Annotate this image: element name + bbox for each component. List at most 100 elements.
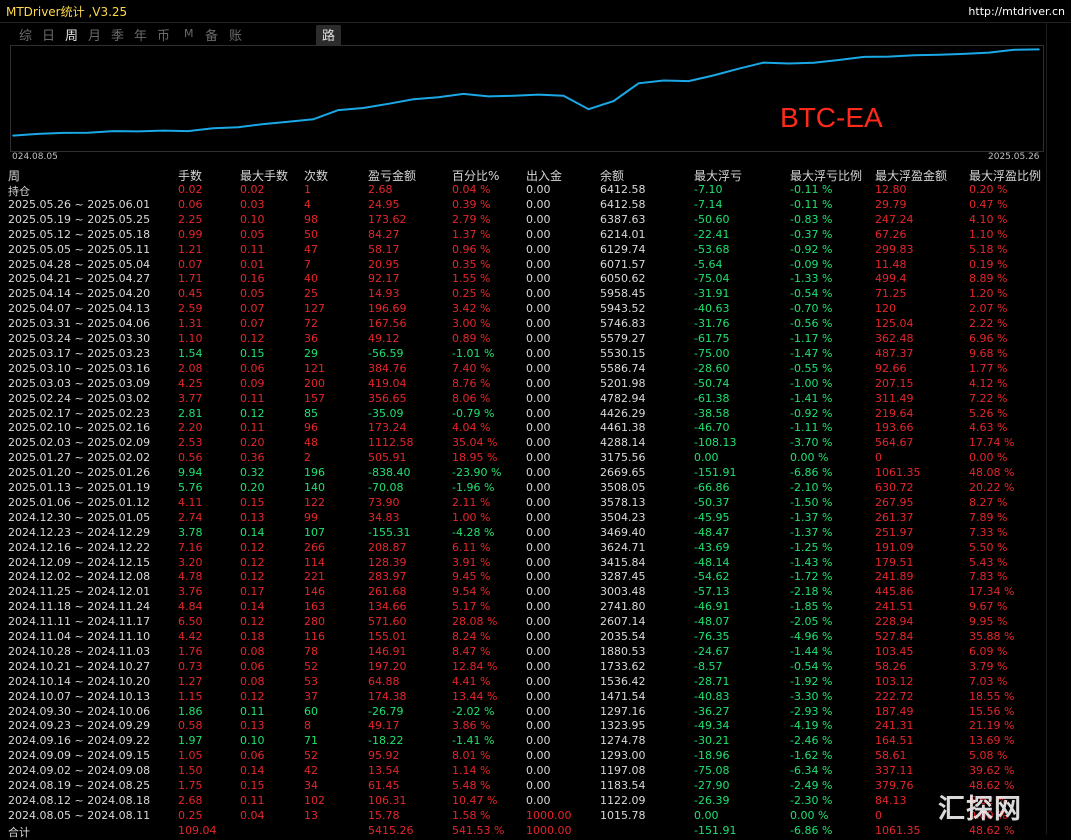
cell-max-lots: 0.06: [240, 659, 265, 673]
cell-max-drawdown: -7.10: [694, 183, 723, 196]
tab-quarter[interactable]: 季: [111, 29, 125, 44]
tab-notes[interactable]: 备: [205, 29, 219, 44]
cell-profit: 64.88: [368, 674, 400, 688]
table-row[interactable]: 2024.09.30 ~ 2024.10.06 1.86 0.11 60 -26.79 -…: [0, 705, 1060, 720]
site-url-link[interactable]: http://mtdriver.cn: [968, 5, 1065, 18]
cell-profit: 34.83: [368, 510, 400, 524]
cell-period: 持仓: [8, 185, 30, 198]
cell-max-floating-profit: 164.51: [875, 734, 914, 748]
table-row[interactable]: 2024.09.02 ~ 2024.09.08 1.50 0.14 42 13.54 1.…: [0, 764, 1060, 779]
table-row[interactable]: 2025.03.24 ~ 2025.03.30 1.10 0.12 36 49.12 0.…: [0, 332, 1060, 347]
table-row[interactable]: 2024.08.19 ~ 2024.08.25 1.75 0.15 34 61.45 5.…: [0, 779, 1060, 794]
tab-magic[interactable]: M: [184, 27, 194, 40]
table-row[interactable]: 2024.11.04 ~ 2024.11.10 4.42 0.18 116 155.01…: [0, 630, 1060, 645]
cell-trades: 98: [304, 212, 318, 226]
cell-deposit: 0.00: [526, 242, 551, 256]
table-row[interactable]: 2024.09.23 ~ 2024.09.29 0.58 0.13 8 49.17 3.8…: [0, 719, 1060, 734]
table-row[interactable]: 2025.03.03 ~ 2025.03.09 4.25 0.09 200 419.04…: [0, 377, 1060, 392]
cell-max-drawdown: -18.96: [694, 749, 730, 763]
table-row[interactable]: 2024.11.11 ~ 2024.11.17 6.50 0.12 280 571.60…: [0, 615, 1060, 630]
table-row[interactable]: 2024.09.16 ~ 2024.09.22 1.97 0.10 71 -18.22 -…: [0, 734, 1060, 749]
table-row[interactable]: 2024.12.09 ~ 2024.12.15 3.20 0.12 114 128.39…: [0, 556, 1060, 571]
table-row[interactable]: 2025.02.10 ~ 2025.02.16 2.20 0.11 96 173.24 4…: [0, 421, 1060, 436]
column-header-max-lots[interactable]: 最大手数: [240, 169, 289, 183]
table-row[interactable]: 2025.04.14 ~ 2025.04.20 0.45 0.05 25 14.93 0.…: [0, 287, 1060, 302]
cell-balance: 1197.08: [600, 764, 646, 778]
tab-year[interactable]: 年: [134, 29, 148, 44]
cell-period: 2025.02.03 ~ 2025.02.09: [8, 436, 151, 450]
cell-max-drawdown: -54.62: [694, 570, 730, 584]
table-row[interactable]: 2024.12.16 ~ 2024.12.22 7.16 0.12 266 208.87…: [0, 541, 1060, 556]
table-row[interactable]: 2025.05.19 ~ 2025.05.25 2.25 0.10 98 173.62 2…: [0, 213, 1060, 228]
table-row[interactable]: 2025.03.10 ~ 2025.03.16 2.08 0.06 121 384.76…: [0, 362, 1060, 377]
tab-currency[interactable]: 币: [157, 29, 171, 44]
table-row[interactable]: 2024.09.09 ~ 2024.09.15 1.05 0.06 52 95.92 8.…: [0, 749, 1060, 764]
column-header-period[interactable]: 周: [8, 169, 21, 183]
open-positions-row[interactable]: 持仓 0.02 0.02 1 2.68 0.04 % 0.00 6412.58 -7.10 -0.…: [0, 183, 1060, 198]
cell-percent: -1.41 %: [452, 734, 495, 748]
table-row[interactable]: 2025.05.12 ~ 2025.05.18 0.99 0.05 50 84.27 1.…: [0, 228, 1060, 243]
table-row[interactable]: 2024.12.02 ~ 2024.12.08 4.78 0.12 221 283.97…: [0, 570, 1060, 585]
table-row[interactable]: 2024.11.18 ~ 2024.11.24 4.84 0.14 163 134.66…: [0, 600, 1060, 615]
cell-trades: 13: [304, 808, 318, 822]
table-row[interactable]: 2025.05.05 ~ 2025.05.11 1.21 0.11 47 58.17 0.…: [0, 243, 1060, 258]
cell-profit: 2.68: [368, 183, 393, 196]
cell-trades: 146: [304, 585, 325, 599]
table-row[interactable]: 2025.01.13 ~ 2025.01.19 5.76 0.20 140 -70.08…: [0, 481, 1060, 496]
table-row[interactable]: 2025.01.06 ~ 2025.01.12 4.11 0.15 122 73.90 2…: [0, 496, 1060, 511]
cell-max-floating-profit-pct: 9.67 %: [969, 600, 1008, 614]
cell-max-drawdown-pct: -3.70 %: [790, 436, 833, 450]
column-header-percent[interactable]: 百分比%: [452, 169, 500, 183]
cell-max-drawdown: -48.47: [694, 525, 730, 539]
column-header-lots[interactable]: 手数: [178, 169, 203, 183]
table-row[interactable]: 2025.04.21 ~ 2025.04.27 1.71 0.16 40 92.17 1.…: [0, 272, 1060, 287]
table-row[interactable]: 2025.02.03 ~ 2025.02.09 2.53 0.20 48 1112.58…: [0, 436, 1060, 451]
table-row[interactable]: 2025.02.24 ~ 2025.03.02 3.77 0.11 157 356.65…: [0, 392, 1060, 407]
table-row[interactable]: 2024.12.30 ~ 2025.01.05 2.74 0.13 99 34.83 1.…: [0, 511, 1060, 526]
table-row[interactable]: 2024.10.21 ~ 2024.10.27 0.73 0.06 52 197.20 1…: [0, 660, 1060, 675]
cell-max-drawdown: -48.07: [694, 615, 730, 629]
column-header-deposit[interactable]: 出入金: [526, 169, 563, 183]
cell-profit: 58.17: [368, 242, 400, 256]
cell-max-floating-profit: 84.13: [875, 793, 907, 807]
cell-percent: 3.42 %: [452, 302, 491, 316]
table-row[interactable]: 2025.02.17 ~ 2025.02.23 2.81 0.12 85 -35.09 -…: [0, 407, 1060, 422]
cell-percent: 1.37 %: [452, 227, 491, 241]
table-row[interactable]: 2024.10.07 ~ 2024.10.13 1.15 0.12 37 174.38 1…: [0, 690, 1060, 705]
table-row[interactable]: 2024.10.14 ~ 2024.10.20 1.27 0.08 53 64.88 4.…: [0, 675, 1060, 690]
column-header-balance[interactable]: 余额: [600, 169, 625, 183]
table-row[interactable]: 2025.03.17 ~ 2025.03.23 1.54 0.15 29 -56.59 -…: [0, 347, 1060, 362]
table-row[interactable]: 2025.05.26 ~ 2025.06.01 0.06 0.03 4 24.95 0.3…: [0, 198, 1060, 213]
cell-percent: 8.47 %: [452, 644, 491, 658]
total-row[interactable]: 合计 109.04 5415.26 541.53 % 1000.00 -151.91 -6.…: [0, 824, 1060, 839]
tab-day[interactable]: 日: [42, 29, 56, 44]
column-header-max-drawdown[interactable]: 最大浮亏: [694, 169, 743, 183]
column-header-max-floating-profit-pct[interactable]: 最大浮盈比例: [969, 169, 1042, 183]
table-row[interactable]: 2025.01.27 ~ 2025.02.02 0.56 0.36 2 505.91 18…: [0, 451, 1060, 466]
cell-profit: 14.93: [368, 287, 400, 301]
cell-balance: 3469.40: [600, 525, 646, 539]
cell-max-drawdown: -40.63: [694, 302, 730, 316]
cell-max-floating-profit-pct: 48.08 %: [969, 466, 1015, 480]
table-row[interactable]: 2024.08.12 ~ 2024.08.18 2.68 0.11 102 106.31…: [0, 794, 1060, 809]
table-row[interactable]: 2024.10.28 ~ 2024.11.03 1.76 0.08 78 146.91 8…: [0, 645, 1060, 660]
table-row[interactable]: 2024.11.25 ~ 2024.12.01 3.76 0.17 146 261.68…: [0, 585, 1060, 600]
tab-week[interactable]: 周: [65, 29, 79, 44]
equity-chart: [10, 45, 1044, 152]
column-header-trades[interactable]: 次数: [304, 169, 329, 183]
table-row[interactable]: 2024.12.23 ~ 2024.12.29 3.78 0.14 107 -155.3…: [0, 526, 1060, 541]
table-row[interactable]: 2025.04.07 ~ 2025.04.13 2.59 0.07 127 196.69…: [0, 302, 1060, 317]
column-header-max-floating-profit[interactable]: 最大浮盈金额: [875, 169, 948, 183]
column-header-max-drawdown-pct[interactable]: 最大浮亏比例: [790, 169, 863, 183]
cell-trades: 4: [304, 197, 311, 211]
cell-max-floating-profit: 251.97: [875, 525, 914, 539]
table-row[interactable]: 2025.04.28 ~ 2025.05.04 0.07 0.01 7 20.95 0.3…: [0, 258, 1060, 273]
cell-period: 2025.04.28 ~ 2025.05.04: [8, 257, 151, 271]
table-row[interactable]: 2024.08.05 ~ 2024.08.11 0.25 0.04 13 15.78 1.…: [0, 809, 1060, 824]
table-row[interactable]: 2025.01.20 ~ 2025.01.26 9.94 0.32 196 -838.4…: [0, 466, 1060, 481]
cell-lots: 1.71: [178, 272, 203, 286]
tab-overview[interactable]: 综: [19, 29, 33, 44]
tab-month[interactable]: 月: [88, 29, 102, 44]
column-header-profit[interactable]: 盈亏金额: [368, 169, 417, 183]
table-row[interactable]: 2025.03.31 ~ 2025.04.06 1.31 0.07 72 167.56 3…: [0, 317, 1060, 332]
